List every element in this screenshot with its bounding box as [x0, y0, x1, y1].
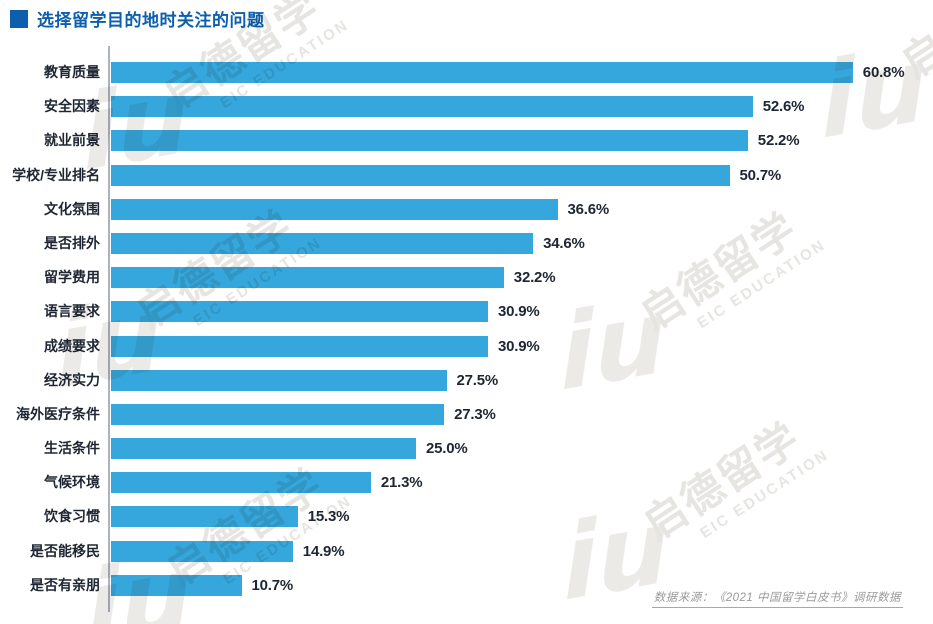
bar-row: 学校/专业排名 50.7%: [0, 164, 933, 186]
category-label: 饮食习惯: [44, 508, 100, 525]
bar: [111, 472, 371, 494]
bar-row: 海外医疗条件 27.3%: [0, 403, 933, 425]
value-label: 10.7%: [251, 576, 294, 594]
value-label: 52.6%: [762, 98, 805, 116]
page-title: 选择留学目的地时关注的问题: [37, 11, 265, 30]
value-label: 15.3%: [307, 508, 350, 526]
value-label: 25.0%: [426, 440, 468, 458]
category-label: 学校/专业排名: [12, 166, 100, 183]
bar-row: 安全因素 52.6%: [0, 96, 933, 118]
bar: [111, 540, 293, 562]
value-label: 14.9%: [302, 542, 345, 560]
category-label: 气候环境: [44, 474, 100, 491]
title-bullet-square-icon: [10, 9, 28, 28]
bar-row: 成绩要求 30.9%: [0, 335, 933, 357]
category-label: 成绩要求: [44, 337, 100, 354]
bar: [111, 62, 853, 83]
bar: [111, 335, 488, 357]
value-label: 30.9%: [498, 303, 540, 321]
bar: [111, 438, 416, 460]
category-label: 教育质量: [44, 64, 100, 80]
bar-rows: 教育质量 60.8% 安全因素 52.6% 就业前景 52.2% 学校/专业排名 50.7% 文…: [0, 62, 933, 609]
chart-title-row: 选择留学目的地时关注的问题: [10, 6, 265, 31]
value-label: 60.8%: [862, 64, 905, 81]
value-label: 21.3%: [380, 474, 423, 492]
bar: [111, 267, 504, 289]
value-label: 36.6%: [567, 200, 610, 218]
bar: [111, 130, 748, 152]
category-label: 是否排外: [44, 234, 100, 251]
category-label: 经济实力: [44, 371, 100, 388]
category-label: 就业前景: [44, 132, 100, 149]
category-label: 海外医疗条件: [16, 405, 100, 422]
category-label: 是否有亲朋: [30, 576, 100, 593]
value-label: 32.2%: [513, 269, 556, 287]
bar: [111, 164, 730, 186]
bar: [111, 403, 445, 425]
bar-row: 经济实力 27.5%: [0, 369, 933, 391]
bar-row: 是否排外 34.6%: [0, 232, 933, 254]
value-label: 52.2%: [757, 132, 800, 150]
bar: [111, 198, 558, 220]
data-source-note: 数据来源：《2021 中国留学白皮书》调研数据: [651, 589, 903, 608]
value-label: 27.5%: [456, 371, 499, 389]
bar-row: 气候环境 21.3%: [0, 472, 933, 494]
category-label: 留学费用: [44, 269, 100, 286]
value-label: 30.9%: [498, 337, 540, 355]
bar: [111, 506, 298, 528]
category-label: 生活条件: [44, 440, 100, 457]
y-axis-line: [108, 46, 110, 612]
category-label: 安全因素: [44, 98, 100, 115]
category-label: 是否能移民: [30, 542, 100, 559]
bar: [111, 369, 447, 391]
bar: [111, 301, 488, 323]
bar-row: 就业前景 52.2%: [0, 130, 933, 152]
bar: [111, 574, 242, 596]
bar-row: 是否能移民 14.9%: [0, 540, 933, 562]
value-label: 50.7%: [739, 166, 782, 184]
bar-row: 文化氛围 36.6%: [0, 198, 933, 220]
category-label: 文化氛围: [44, 200, 100, 217]
value-label: 27.3%: [454, 405, 496, 423]
bar: [111, 232, 534, 254]
bar-row: 饮食习惯 15.3%: [0, 506, 933, 528]
bar: [111, 96, 753, 118]
value-label: 34.6%: [543, 234, 585, 252]
bar-row: 教育质量 60.8%: [0, 62, 933, 83]
bar-row: 语言要求 30.9%: [0, 301, 933, 323]
category-label: 语言要求: [44, 303, 100, 320]
bar-row: 留学费用 32.2%: [0, 267, 933, 289]
bar-row: 是否有亲朋 10.7%: [0, 574, 933, 596]
bar-row: 生活条件 25.0%: [0, 438, 933, 460]
